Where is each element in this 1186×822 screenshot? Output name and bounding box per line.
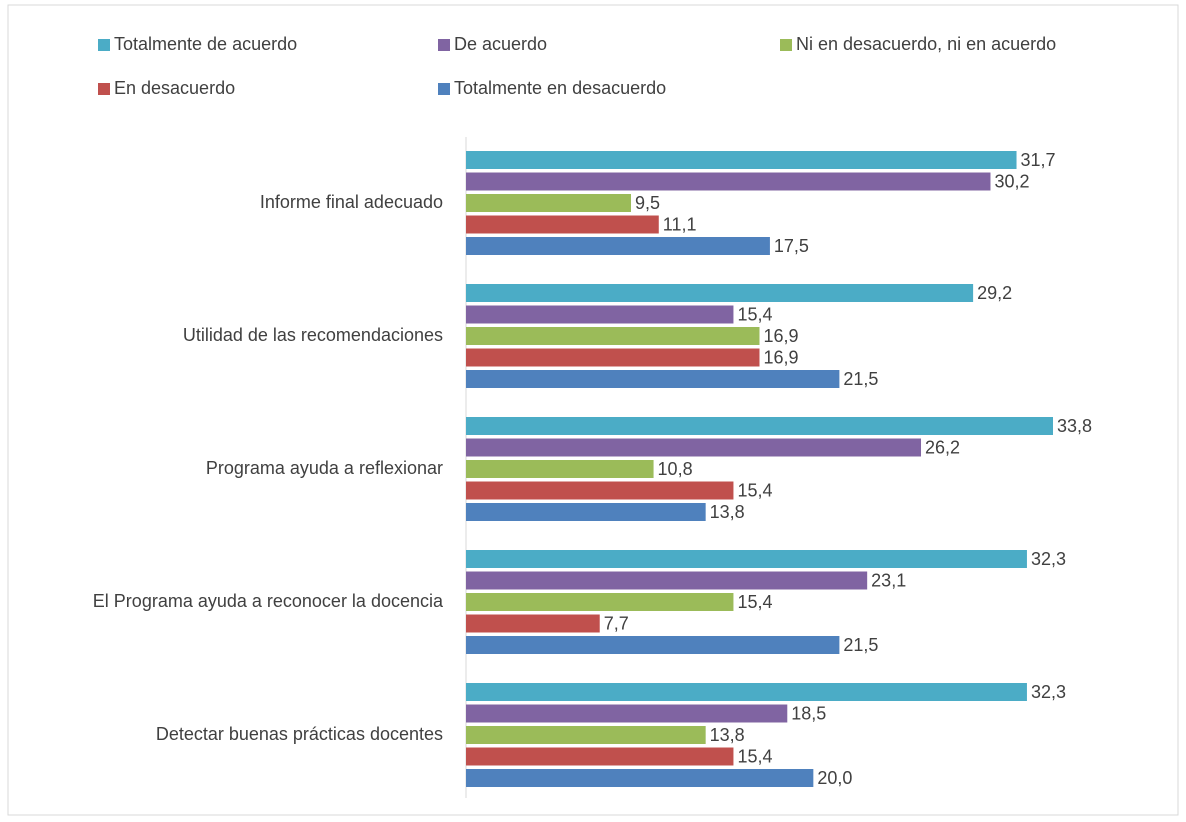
bar <box>466 704 788 723</box>
chart-border <box>7 4 1179 816</box>
data-label: 10,8 <box>658 459 693 479</box>
category-label: Detectar buenas prácticas docentes <box>156 724 443 744</box>
data-label: 21,5 <box>843 369 878 389</box>
bar <box>466 747 734 766</box>
legend-swatch <box>780 39 792 51</box>
data-label: 13,8 <box>710 725 745 745</box>
data-label: 15,4 <box>737 746 772 766</box>
legend-swatch <box>438 39 450 51</box>
category-label: Informe final adecuado <box>260 192 443 212</box>
data-label: 23,1 <box>871 570 906 590</box>
data-label: 32,3 <box>1031 549 1066 569</box>
data-label: 15,4 <box>737 480 772 500</box>
bar <box>466 237 770 255</box>
bar <box>466 481 734 500</box>
bar <box>466 151 1017 169</box>
bar <box>466 172 991 191</box>
data-label: 26,2 <box>925 437 960 457</box>
bar <box>466 571 868 590</box>
bar <box>466 438 922 457</box>
category-label: El Programa ayuda a reconocer la docenci… <box>93 591 444 611</box>
data-label: 9,5 <box>635 193 660 213</box>
data-label: 29,2 <box>977 283 1012 303</box>
legend-swatch <box>98 39 110 51</box>
bar <box>466 593 734 611</box>
data-label: 13,8 <box>710 502 745 522</box>
category-label: Programa ayuda a reflexionar <box>206 458 443 478</box>
data-label: 33,8 <box>1057 416 1092 436</box>
legend-label: Totalmente en desacuerdo <box>454 78 666 98</box>
bar <box>466 348 760 367</box>
bar <box>466 726 706 744</box>
legend-label: Ni en desacuerdo, ni en acuerdo <box>796 34 1056 54</box>
data-label: 15,4 <box>737 592 772 612</box>
data-label: 7,7 <box>604 613 629 633</box>
bar <box>466 305 734 324</box>
legend-swatch <box>438 83 450 95</box>
legend-label: De acuerdo <box>454 34 547 54</box>
bar <box>466 550 1027 568</box>
bar <box>466 769 814 787</box>
bar <box>466 417 1053 435</box>
bar <box>466 327 760 345</box>
data-label: 11,1 <box>663 214 697 234</box>
data-label: 18,5 <box>791 703 826 723</box>
legend-label: En desacuerdo <box>114 78 235 98</box>
data-label: 16,9 <box>764 347 799 367</box>
bar <box>466 370 840 388</box>
bar <box>466 460 654 478</box>
data-label: 21,5 <box>843 635 878 655</box>
bar <box>466 194 631 212</box>
bar <box>466 284 974 302</box>
data-label: 30,2 <box>994 171 1029 191</box>
data-label: 15,4 <box>737 304 772 324</box>
legend-swatch <box>98 83 110 95</box>
data-label: 16,9 <box>764 326 799 346</box>
bar <box>466 636 840 654</box>
bar <box>466 503 706 521</box>
bar <box>466 683 1027 701</box>
legend-label: Totalmente de acuerdo <box>114 34 297 54</box>
data-label: 31,7 <box>1021 150 1056 170</box>
data-label: 20,0 <box>817 768 852 788</box>
bar <box>466 614 600 633</box>
data-label: 17,5 <box>774 236 809 256</box>
data-label: 32,3 <box>1031 682 1066 702</box>
category-label: Utilidad de las recomendaciones <box>183 325 443 345</box>
bar <box>466 215 659 234</box>
